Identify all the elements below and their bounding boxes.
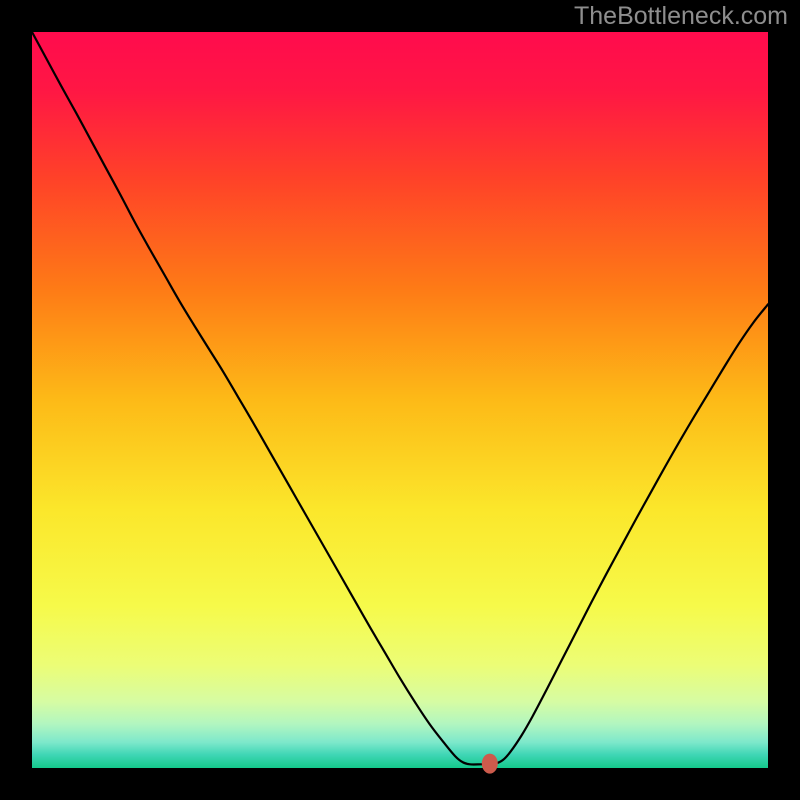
watermark-text: TheBottleneck.com	[574, 2, 788, 31]
optimum-marker	[482, 754, 498, 774]
chart-background-gradient	[32, 32, 768, 768]
